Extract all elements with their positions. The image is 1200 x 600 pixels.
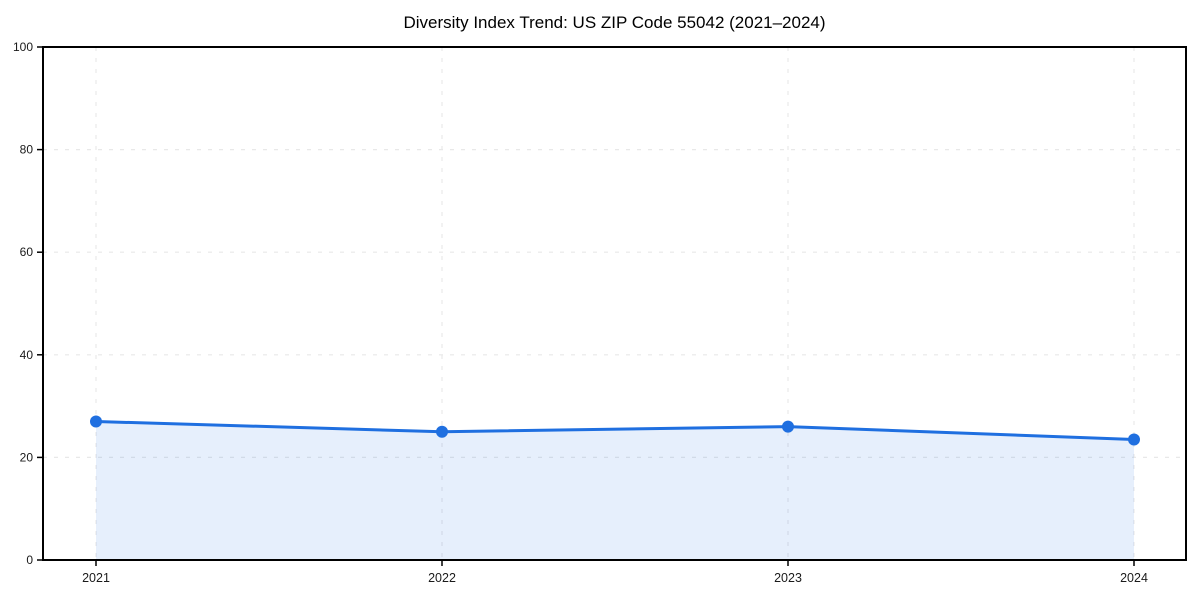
plot-border bbox=[42, 46, 1187, 561]
trend-line bbox=[94, 419, 1136, 441]
data-point bbox=[782, 420, 794, 433]
y-tick-label: 0 bbox=[26, 553, 33, 567]
data-point bbox=[436, 425, 448, 438]
y-tick-label: 40 bbox=[20, 348, 34, 362]
x-tick-label: 2022 bbox=[428, 571, 456, 585]
data-point bbox=[1128, 433, 1140, 446]
x-tick-label: 2021 bbox=[82, 571, 110, 585]
y-tick-label: 100 bbox=[13, 40, 33, 54]
y-tick-label: 20 bbox=[20, 450, 34, 464]
data-point bbox=[90, 415, 102, 428]
x-tick-label: 2023 bbox=[774, 571, 802, 585]
chart-title: Diversity Index Trend: US ZIP Code 55042… bbox=[403, 13, 826, 32]
x-tick-label: 2024 bbox=[1120, 571, 1148, 585]
area-fill bbox=[96, 421, 1134, 560]
y-tick-label: 80 bbox=[20, 143, 34, 157]
y-tick-label: 60 bbox=[20, 245, 34, 259]
